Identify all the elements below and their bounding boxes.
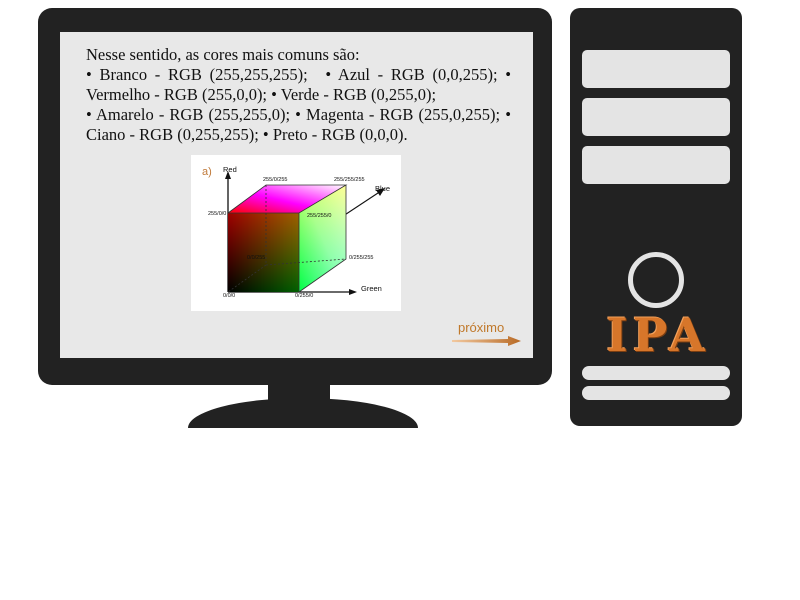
color-item-magenta: • Magenta - RGB (255,0,255); <box>295 105 501 124</box>
green-axis-label: Green <box>361 284 382 293</box>
corner-label-yellow: 255/255/0 <box>307 213 331 219</box>
monitor: Nesse sentido, as cores mais comuns são:… <box>38 8 552 385</box>
corner-label-green: 0/255/0 <box>295 293 313 299</box>
red-axis-arrowhead <box>225 171 231 179</box>
drive-bay-1[interactable] <box>582 50 730 88</box>
color-item-blue: • Azul - RGB (0,0,255); <box>325 65 498 84</box>
rgb-cube-figure: a) Red Blue Green 0/0/0 255/0/0 255/0/25… <box>191 155 401 311</box>
next-button[interactable]: próximo <box>452 320 524 350</box>
drive-bay-2[interactable] <box>582 98 730 136</box>
cube-right-face-tint <box>299 185 346 292</box>
corner-label-cyan: 0/255/255 <box>349 255 373 261</box>
vent-slot-2 <box>582 386 730 400</box>
color-item-yellow: • Amarelo - RGB (255,255,0); <box>86 105 291 124</box>
brand-logo: IPA <box>606 308 710 362</box>
blue-axis-arrowhead <box>376 188 385 196</box>
arrow-right-icon <box>452 336 521 346</box>
figure-panel-label: a) <box>202 166 212 178</box>
monitor-stand <box>188 398 418 428</box>
power-button[interactable] <box>628 252 684 308</box>
computer-tower: IPA <box>570 8 742 426</box>
green-axis-arrowhead <box>349 289 357 295</box>
corner-label-white: 255/255/255 <box>334 177 365 183</box>
corner-label-blue: 0/0/255 <box>247 255 265 261</box>
next-label: próximo <box>458 320 505 335</box>
color-item-white: • Branco - RGB (255,255,255); <box>86 65 308 84</box>
color-item-green: • Verde - RGB (0,255,0); <box>271 85 437 104</box>
vent-slot-1 <box>582 366 730 380</box>
color-item-cyan: • Ciano - RGB (0,255,255); <box>86 105 512 144</box>
slide-intro: Nesse sentido, as cores mais comuns são: <box>86 45 360 64</box>
cube-top-face <box>228 185 346 213</box>
blue-axis-label: Blue <box>375 184 390 193</box>
cube-hidden-edge-bottom <box>265 258 347 266</box>
rgb-cube-diagram: a) Red Blue Green 0/0/0 255/0/0 255/0/25… <box>202 165 390 299</box>
corner-label-magenta: 255/0/255 <box>263 177 287 183</box>
cube-front-face-red <box>228 213 299 292</box>
red-axis-label: Red <box>223 165 237 174</box>
corner-label-red: 255/0/0 <box>208 211 226 217</box>
drive-bay-3[interactable] <box>582 146 730 184</box>
corner-label-origin: 0/0/0 <box>223 293 235 299</box>
color-item-black: • Preto - RGB (0,0,0). <box>262 125 408 144</box>
color-item-red: • Vermelho - RGB (255,0,0); <box>86 65 512 104</box>
monitor-screen: Nesse sentido, as cores mais comuns são:… <box>60 32 533 358</box>
slide-body-text: Nesse sentido, as cores mais comuns são:… <box>86 45 511 145</box>
